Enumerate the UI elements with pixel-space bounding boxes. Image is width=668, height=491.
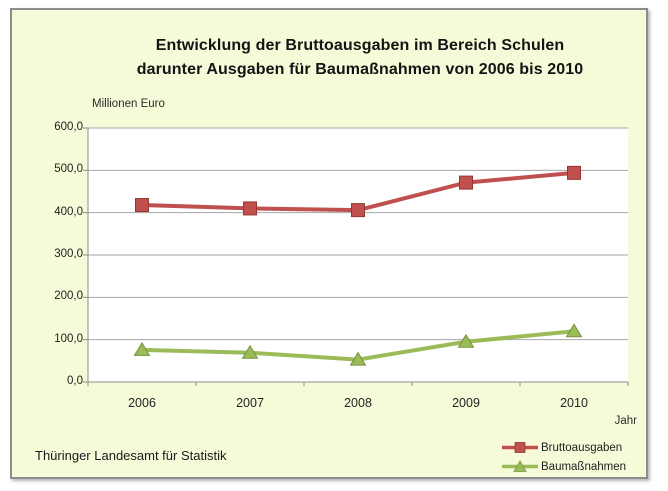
legend-line-triangle-marker-icon: [502, 460, 538, 472]
data-point-Bruttoausgaben-2008: [351, 203, 365, 218]
chart-frame: Entwicklung der Bruttoausgaben im Bereic…: [10, 8, 648, 479]
y-tick-label: 600,0: [54, 121, 83, 133]
legend: Bruttoausgaben Baumaßnahmen: [502, 438, 626, 476]
chart-title: Entwicklung der Bruttoausgaben im Bereic…: [84, 34, 636, 82]
legend-label-bruttoausgaben: Bruttoausgaben: [541, 441, 623, 454]
data-point-Baumaßnahmen-2008: [349, 351, 367, 366]
x-tick-label: 2008: [344, 396, 372, 410]
legend-item-baumassnahmen: Baumaßnahmen: [502, 457, 626, 476]
legend-label-baumassnahmen: Baumaßnahmen: [541, 460, 627, 473]
legend-line-square-marker-icon: [502, 442, 538, 453]
data-point-Bruttoausgaben-2009: [459, 175, 473, 190]
data-point-Bruttoausgaben-2006: [135, 198, 149, 213]
y-tick-label: 500,0: [54, 163, 83, 176]
x-tick-label: 2007: [236, 396, 264, 410]
data-point-Baumaßnahmen-2007: [241, 344, 259, 359]
chart-title-line2: darunter Ausgaben für Baumaßnahmen von 2…: [136, 61, 584, 78]
x-axis-title: Jahr: [614, 415, 637, 427]
data-point-Bruttoausgaben-2007: [243, 201, 257, 216]
data-point-Bruttoausgaben-2010: [567, 165, 581, 180]
y-tick-label: 0,0: [67, 375, 83, 387]
y-tick-label: 300,0: [54, 248, 83, 260]
y-tick-label: 400,0: [54, 205, 83, 218]
legend-item-bruttoausgaben: Bruttoausgaben: [502, 438, 626, 457]
data-point-Baumaßnahmen-2009: [457, 333, 475, 348]
x-tick-label: 2010: [560, 396, 588, 410]
y-axis-title: Millionen Euro: [92, 98, 165, 110]
x-tick-label: 2009: [452, 396, 480, 410]
legend-square-marker: [514, 442, 526, 453]
y-tick-label: 100,0: [54, 332, 83, 345]
source-note: Thüringer Landesamt für Statistik: [35, 448, 227, 463]
legend-triangle-marker: [513, 460, 527, 472]
y-tick-label: 200,0: [54, 290, 83, 303]
line-chart-plot: [83, 127, 629, 386]
data-point-Baumaßnahmen-2006: [133, 341, 151, 356]
x-tick-label: 2006: [128, 396, 156, 410]
data-point-Baumaßnahmen-2010: [565, 323, 583, 338]
chart-title-line1: Entwicklung der Bruttoausgaben im Bereic…: [155, 37, 565, 54]
